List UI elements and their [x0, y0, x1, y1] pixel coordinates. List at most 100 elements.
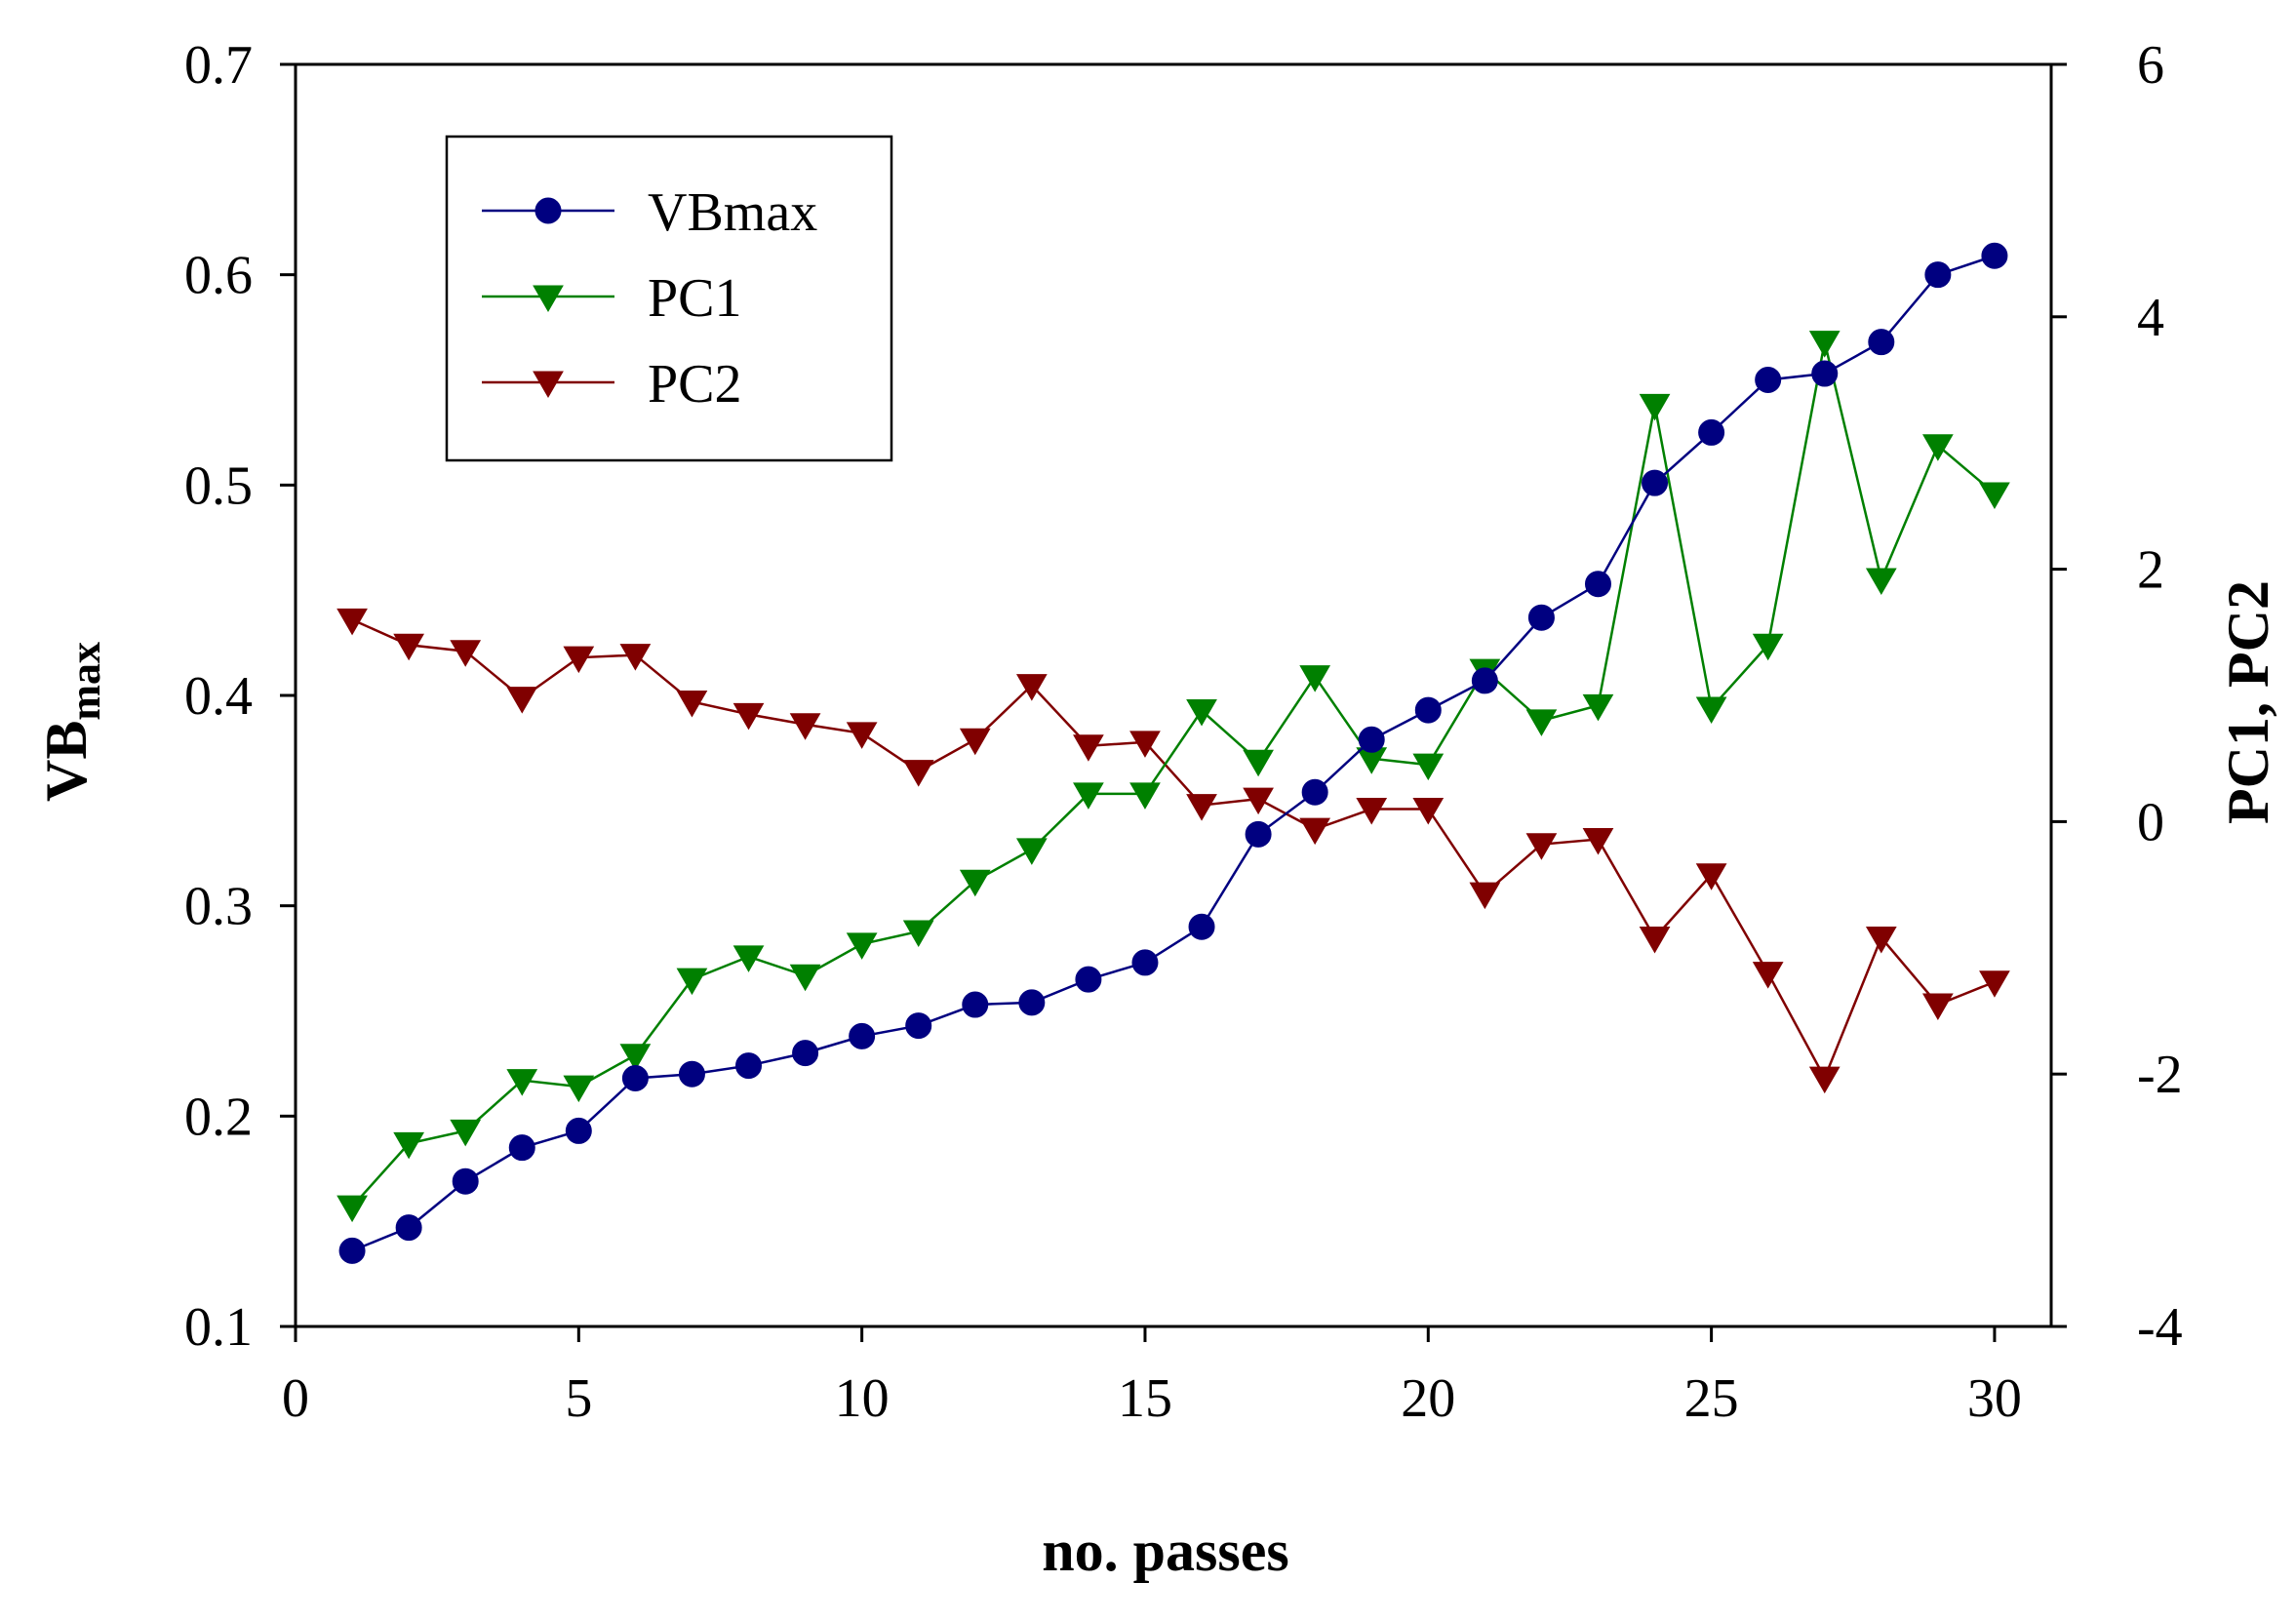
vbmax-point-5 [565, 1117, 592, 1144]
pc1-point-10 [846, 932, 878, 960]
vbmax-point-18 [1301, 778, 1328, 806]
vbmax-point-29 [1924, 261, 1952, 289]
pc2-point-15 [1129, 731, 1161, 758]
vbmax-point-19 [1358, 726, 1385, 753]
pc1-point-23 [1582, 693, 1614, 722]
y-axis-title-main: VB [34, 721, 99, 802]
vbmax-point-21 [1471, 667, 1498, 694]
vbmax-point-23 [1584, 571, 1611, 598]
vbmax-point-26 [1755, 367, 1782, 393]
legend-item-pc2: PC2 [482, 354, 742, 415]
legend-label-pc2: PC2 [648, 354, 742, 415]
pc2-point-28 [1865, 926, 1897, 954]
y-tick-label-4: 0.5 [184, 455, 253, 516]
pc1-point-2 [393, 1131, 424, 1160]
pc2-point-29 [1922, 993, 1954, 1021]
x-tick-label-1: 5 [565, 1368, 592, 1429]
pc2-point-11 [902, 760, 934, 787]
pc1-point-5 [563, 1075, 595, 1103]
pc2-point-12 [959, 728, 991, 756]
pc1-point-18 [1299, 665, 1331, 692]
x-axis-title: no. passes [1042, 1519, 1288, 1583]
legend-marker-pc1 [533, 285, 564, 313]
vbmax-point-7 [678, 1060, 705, 1088]
pc2-point-16 [1186, 794, 1217, 821]
vbmax-point-1 [338, 1237, 366, 1264]
y2-tick-label-0: -4 [2137, 1297, 2183, 1358]
pc2-point-27 [1808, 1066, 1841, 1094]
y2-axis-title: PC1, PC2 [2216, 580, 2280, 824]
pc2-point-13 [1015, 674, 1048, 701]
y-tick-label-5: 0.6 [184, 246, 253, 306]
pc1-point-22 [1525, 709, 1558, 736]
legend-item-pc1: PC1 [482, 268, 742, 329]
pc2-point-9 [789, 713, 821, 740]
legend-marker-pc2 [533, 371, 564, 399]
legend-label-pc1: PC1 [648, 268, 742, 329]
pc2-point-30 [1979, 970, 2010, 998]
y2-tick-label-2: 0 [2137, 792, 2164, 852]
x-tick-label-5: 25 [1684, 1368, 1739, 1429]
vbmax-point-20 [1414, 696, 1442, 724]
pc1-point-12 [959, 869, 991, 897]
vbmax-point-9 [792, 1040, 819, 1067]
pc1-point-27 [1808, 331, 1841, 358]
legend-label-vbmax: VBmax [648, 182, 817, 243]
pc1-point-3 [450, 1119, 482, 1147]
pc2-point-3 [450, 640, 482, 667]
vbmax-point-4 [508, 1134, 535, 1162]
pc1-point-24 [1639, 393, 1671, 421]
y-tick-label-3: 0.4 [184, 666, 253, 727]
y-tick-label-0: 0.1 [184, 1297, 253, 1358]
vbmax-point-8 [735, 1052, 763, 1080]
pc2-point-17 [1243, 787, 1274, 815]
pc1-point-11 [902, 920, 934, 947]
x-tick-label-3: 15 [1118, 1368, 1172, 1429]
pc2-point-20 [1412, 797, 1445, 825]
vbmax-point-24 [1642, 469, 1669, 496]
legend-box [445, 135, 893, 462]
x-tick-label-2: 10 [835, 1368, 890, 1429]
legend-item-vbmax: VBmax [482, 182, 817, 243]
pc1-point-6 [619, 1044, 652, 1071]
series-vbmax [338, 242, 2008, 1264]
pc2-point-19 [1356, 797, 1388, 825]
pc2-point-23 [1582, 828, 1614, 855]
vbmax-point-28 [1868, 329, 1895, 356]
pc2-point-2 [393, 633, 424, 661]
pc1-point-9 [789, 964, 821, 992]
pc2-point-5 [563, 646, 595, 674]
y-axis-title: VBmax [34, 642, 109, 802]
vbmax-point-12 [962, 991, 989, 1018]
x-tick-label-6: 30 [1967, 1368, 2022, 1429]
vbmax-point-15 [1131, 949, 1159, 976]
vbmax-point-6 [621, 1065, 649, 1092]
pc1-point-17 [1243, 749, 1274, 777]
pc2-point-8 [732, 702, 765, 731]
pc2-point-25 [1695, 863, 1727, 890]
pc2-point-22 [1525, 833, 1558, 860]
pc2-point-4 [506, 687, 538, 714]
pc1-point-8 [732, 945, 765, 972]
pc2-point-10 [846, 722, 878, 749]
vbmax-point-13 [1018, 989, 1046, 1016]
vbmax-point-27 [1811, 360, 1839, 387]
pc2-point-18 [1299, 817, 1331, 846]
pc1-point-14 [1073, 782, 1104, 810]
pc1-point-1 [336, 1195, 368, 1223]
vbmax-point-14 [1075, 966, 1102, 993]
pc1-point-13 [1015, 838, 1048, 865]
pc1-point-15 [1129, 782, 1161, 810]
pc1-point-7 [676, 968, 708, 996]
vbmax-point-10 [849, 1022, 876, 1049]
y2-tick-label-3: 2 [2137, 540, 2164, 601]
vbmax-point-25 [1698, 418, 1725, 446]
pc1-point-30 [1979, 482, 2010, 509]
vbmax-point-2 [395, 1214, 422, 1242]
y-axis-title-subscript: max [61, 642, 109, 721]
y2-tick-label-5: 6 [2137, 35, 2164, 96]
y-tick-label-1: 0.2 [184, 1087, 253, 1147]
series-pc1 [336, 331, 2010, 1223]
pc1-point-16 [1186, 699, 1217, 727]
